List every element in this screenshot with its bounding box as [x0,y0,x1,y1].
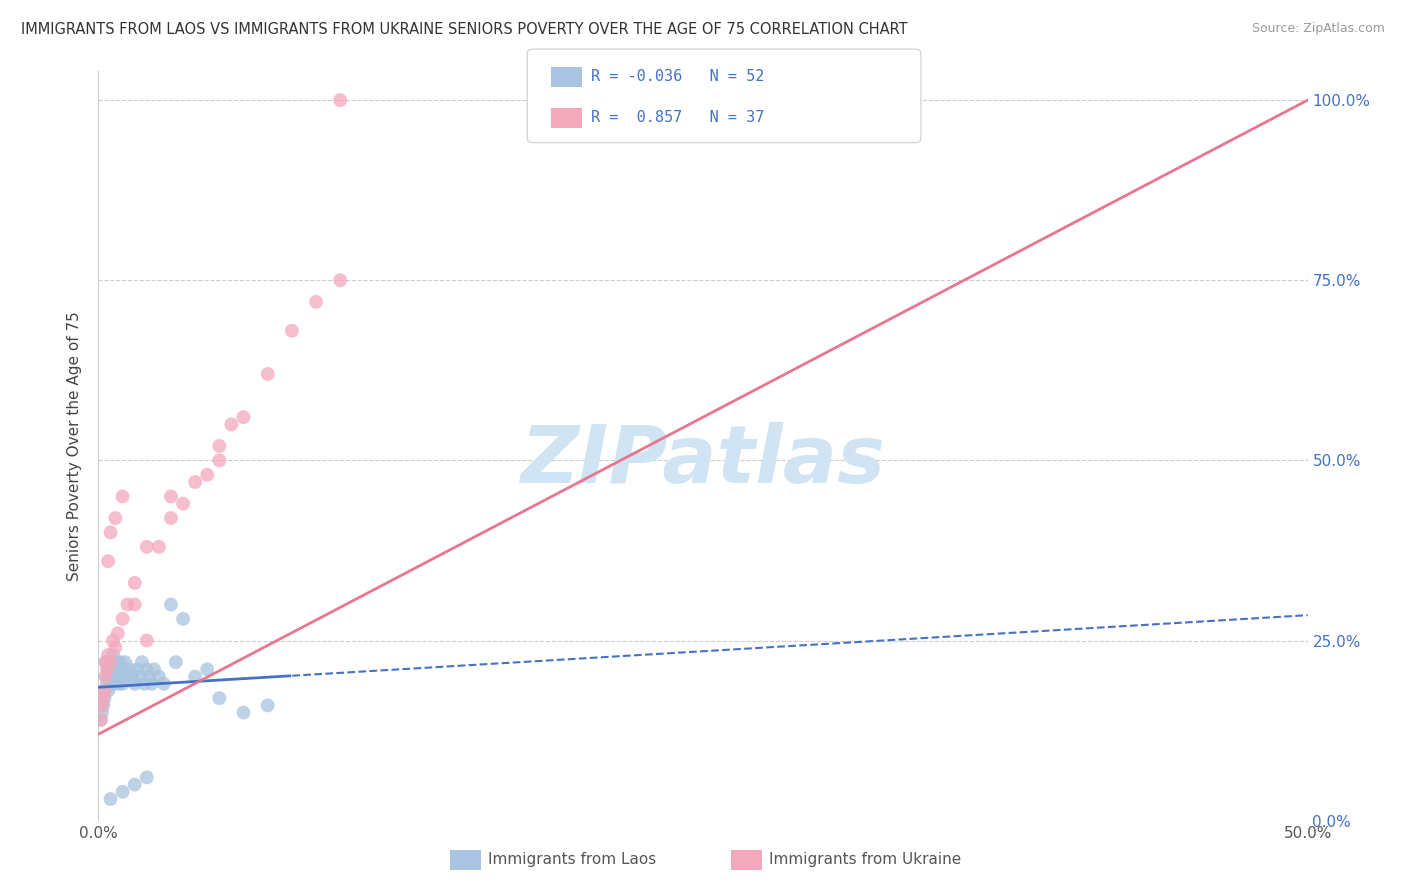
Point [148,669,170,683]
Point [100,662,122,676]
Point [124,575,146,590]
Text: IMMIGRANTS FROM LAOS VS IMMIGRANTS FROM UKRAINE SENIORS POVERTY OVER THE AGE OF : IMMIGRANTS FROM LAOS VS IMMIGRANTS FROM … [21,22,908,37]
Point [152,677,174,691]
Point [329,273,352,287]
Point [221,417,243,432]
Point [256,367,278,381]
Point [103,677,125,691]
Point [135,662,157,676]
Point [98,669,121,683]
Point [91,698,114,713]
Point [111,677,134,691]
Point [256,698,278,713]
Point [97,662,120,676]
Point [127,662,149,676]
Point [160,490,183,504]
Point [108,655,131,669]
Point [232,410,254,425]
Point [281,324,304,338]
Point [118,662,141,676]
Point [117,669,139,683]
Point [195,467,218,482]
Point [232,706,254,720]
Point [94,655,117,669]
Point [124,677,146,691]
Point [111,785,134,799]
Point [160,511,183,525]
Point [114,655,136,669]
Point [101,669,124,683]
Point [111,612,134,626]
Point [104,640,127,655]
Point [100,655,122,669]
Point [96,662,118,676]
Point [93,684,115,698]
Point [195,662,218,676]
Point [90,713,112,727]
Point [110,669,132,683]
Point [94,669,117,683]
Point [135,540,157,554]
Point [172,497,194,511]
Point [100,677,122,691]
Text: R = -0.036   N = 52: R = -0.036 N = 52 [591,70,763,84]
Text: R =  0.857   N = 37: R = 0.857 N = 37 [591,111,763,125]
Point [97,684,120,698]
Point [97,554,120,568]
Point [134,677,156,691]
Point [148,540,170,554]
Point [91,684,114,698]
Point [160,598,183,612]
Point [208,691,231,706]
Point [101,648,124,662]
Point [135,771,157,785]
Point [94,655,117,669]
Point [208,453,231,467]
Point [184,475,207,489]
Point [107,626,129,640]
Point [128,669,150,683]
Point [111,662,134,676]
Point [96,677,118,691]
Point [93,691,115,706]
Point [121,669,143,683]
Point [94,669,117,683]
Point [124,598,146,612]
Point [135,633,157,648]
Point [107,662,129,676]
Point [329,93,352,107]
Point [305,294,328,309]
Point [108,677,131,691]
Point [131,655,153,669]
Point [111,490,134,504]
Point [100,792,122,806]
Point [101,633,124,648]
Point [91,698,114,713]
Text: Source: ZipAtlas.com: Source: ZipAtlas.com [1251,22,1385,36]
Point [138,669,160,683]
Point [91,706,114,720]
Point [104,511,127,525]
Point [97,648,120,662]
Text: Immigrants from Laos: Immigrants from Laos [488,853,657,867]
Y-axis label: Seniors Poverty Over the Age of 75: Seniors Poverty Over the Age of 75 [67,311,83,581]
Point [172,612,194,626]
Point [184,669,207,683]
Point [165,655,187,669]
Point [208,439,231,453]
Point [117,598,139,612]
Point [100,525,122,540]
Point [124,778,146,792]
Text: ZIPatlas: ZIPatlas [520,422,886,500]
Point [141,677,163,691]
Point [90,713,112,727]
Point [91,691,114,706]
Point [104,655,127,669]
Point [143,662,166,676]
Point [100,655,122,669]
Text: Immigrants from Ukraine: Immigrants from Ukraine [769,853,962,867]
Point [105,669,128,683]
